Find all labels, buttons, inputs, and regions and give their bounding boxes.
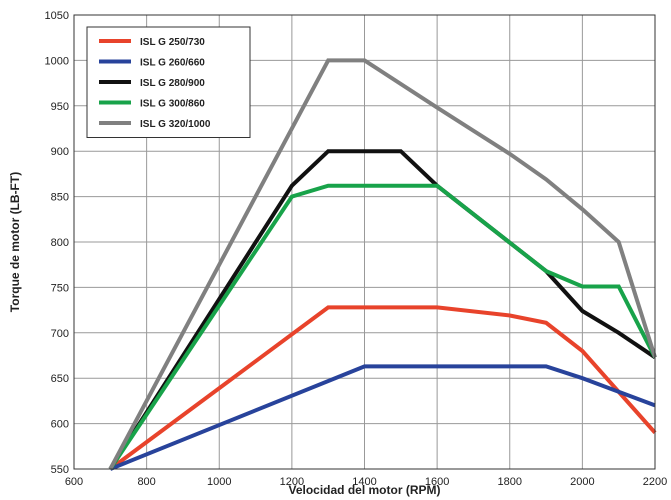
y-tick-label: 550 — [51, 464, 69, 476]
x-axis-title: Velocidad del motor (RPM) — [288, 483, 440, 497]
legend-label-isl-g-260-660: ISL G 260/660 — [140, 58, 205, 69]
x-tick-label: 1600 — [425, 476, 449, 488]
series-line-isl-g-250-730 — [109, 305, 657, 471]
series-line-isl-g-320-1000 — [108, 58, 657, 470]
x-tick-label: 1000 — [207, 476, 231, 488]
y-tick-label: 1050 — [45, 10, 69, 22]
series-lines — [108, 58, 657, 471]
x-tick-label: 1800 — [498, 476, 522, 488]
x-tick-label: 600 — [65, 476, 83, 488]
y-tick-label: 650 — [51, 373, 69, 385]
y-tick-label: 800 — [51, 237, 69, 249]
y-tick-label: 900 — [51, 146, 69, 158]
tick-labels: 600 800 1000 1200 1400 1600 1800 2000 2200550600… — [45, 10, 668, 488]
x-tick-label: 2200 — [643, 476, 667, 488]
y-axis-title: Torque de motor (LB-FT) — [8, 172, 22, 312]
y-tick-label: 1000 — [45, 55, 69, 67]
series-line-isl-g-300-860 — [108, 183, 657, 471]
legend-label-isl-g-280-900: ISL G 280/900 — [140, 78, 205, 89]
x-tick-label: 800 — [137, 476, 155, 488]
y-tick-label: 950 — [51, 101, 69, 113]
y-tick-label: 600 — [51, 419, 69, 431]
series-line-isl-g-260-660 — [109, 364, 656, 471]
legend-label-isl-g-320-1000: ISL G 320/1000 — [140, 119, 211, 130]
legend-label-isl-g-250-730: ISL G 250/730 — [140, 37, 205, 48]
y-tick-label: 850 — [51, 192, 69, 204]
x-tick-label: 1200 — [280, 476, 304, 488]
y-tick-label: 750 — [51, 282, 69, 294]
series-line-isl-g-280-900 — [108, 149, 657, 471]
y-tick-label: 700 — [51, 328, 69, 340]
plot-frame — [73, 14, 656, 470]
legend-label-isl-g-300-860: ISL G 300/860 — [140, 99, 205, 110]
x-tick-label: 1400 — [352, 476, 376, 488]
legend: ISL G 250/730 ISL G 260/660 ISL G 280/900 I… — [86, 26, 251, 138]
x-tick-label: 2000 — [570, 476, 594, 488]
